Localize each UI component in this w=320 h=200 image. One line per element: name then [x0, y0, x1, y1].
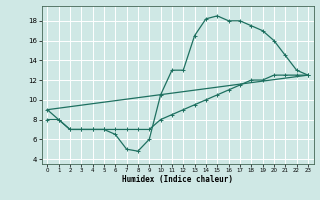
X-axis label: Humidex (Indice chaleur): Humidex (Indice chaleur): [122, 175, 233, 184]
